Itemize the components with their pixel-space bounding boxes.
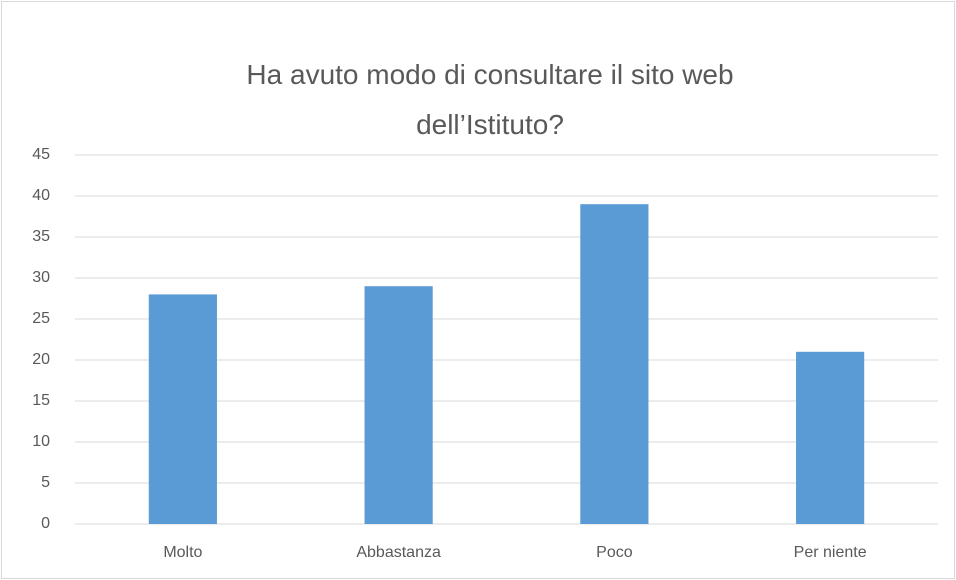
y-tick-label: 5: [41, 474, 50, 491]
y-tick-label: 0: [41, 515, 50, 532]
bar: [364, 286, 433, 524]
x-tick-label: Abbastanza: [356, 544, 441, 561]
x-tick-label: Poco: [596, 544, 633, 561]
x-tick-label: Per niente: [794, 544, 867, 561]
bar: [796, 351, 865, 524]
y-tick-label: 20: [32, 351, 50, 368]
bar: [148, 294, 217, 524]
y-tick-label: 25: [32, 310, 50, 327]
y-tick-label: 15: [32, 392, 50, 409]
y-tick-label: 30: [32, 269, 50, 286]
y-tick-label: 45: [32, 146, 50, 163]
y-tick-label: 35: [32, 228, 50, 245]
y-tick-label: 40: [32, 187, 50, 204]
y-tick-label: 10: [32, 433, 50, 450]
bar: [580, 204, 649, 524]
x-tick-label: Molto: [163, 544, 202, 561]
chart-title: Ha avuto modo di consultare il sito web …: [246, 59, 734, 140]
